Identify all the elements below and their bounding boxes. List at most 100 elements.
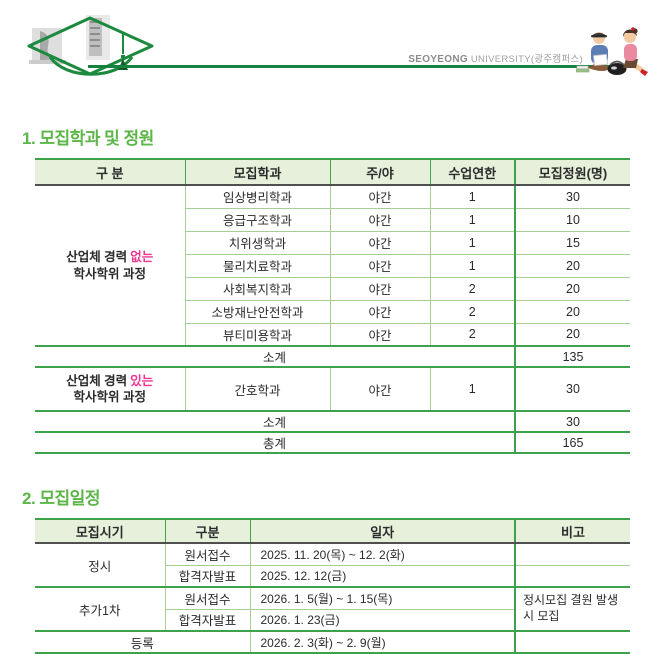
type-cell: 합격자발표	[165, 564, 251, 588]
subtotal-label: 소계	[35, 410, 516, 433]
dept-cell: 사회복지학과	[185, 276, 331, 301]
time-cell: 야간	[329, 366, 431, 412]
note-cell	[514, 564, 630, 588]
years-cell: 1	[429, 253, 516, 278]
years-cell: 1	[429, 230, 516, 255]
quota-cell: 20	[514, 253, 630, 278]
male-student-figure	[588, 32, 610, 71]
statue-photo	[29, 28, 66, 64]
section-admission-schedule: 2. 모집일정 모집시기 구분 일자 비고 정시 원서접수 2025. 11. …	[0, 484, 653, 654]
table-header-row: 구 분 모집학과 주/야 수업연한 모집정원(명)	[35, 158, 630, 186]
university-name-bold: SEOYEONG	[408, 54, 468, 65]
time-cell: 야간	[329, 184, 431, 209]
type-cell: 원서접수	[164, 586, 251, 610]
subtotal-row: 소계 30	[35, 410, 630, 433]
years-cell: 1	[429, 207, 516, 232]
col-header-department: 모집학과	[184, 158, 331, 186]
dept-cell: 응급구조학과	[185, 207, 331, 232]
years-cell: 2	[429, 322, 516, 347]
date-cell: 2026. 1. 5(월) ~ 1. 15(목)	[249, 586, 516, 610]
time-cell: 야간	[329, 299, 431, 324]
time-cell: 야간	[329, 230, 431, 255]
date-cell: 2026. 2. 3(화) ~ 2. 9(월)	[249, 630, 516, 654]
total-row: 총계 165	[35, 431, 630, 454]
col-header-period: 모집시기	[35, 518, 166, 544]
total-label: 총계	[35, 431, 516, 454]
col-header-years: 수업연한	[429, 158, 516, 186]
table-row: 합격자발표 2026. 1. 23(금)	[35, 608, 630, 632]
dept-cell: 임상병리학과	[184, 184, 331, 209]
time-cell: 야간	[329, 276, 431, 301]
col-header-daynight: 주/야	[329, 158, 431, 186]
time-cell: 야간	[329, 322, 431, 347]
group-label-text: 산업체 경력	[66, 250, 128, 265]
note-cell	[514, 630, 630, 654]
subtotal-row: 소계 135	[35, 345, 630, 368]
dept-cell: 치위생학과	[185, 230, 331, 255]
col-header-date: 일자	[249, 518, 516, 544]
date-cell: 2025. 11. 20(목) ~ 12. 2(화)	[249, 542, 516, 566]
admission-schedule-table: 모집시기 구분 일자 비고 정시 원서접수 2025. 11. 20(목) ~ …	[35, 518, 630, 654]
table-row: 합격자발표 2025. 12. 12(금)	[35, 564, 630, 588]
section-1-title: 1. 모집학과 및 정원	[22, 129, 154, 148]
header-rule	[88, 65, 637, 68]
table-row: 산업체 경력 있는 학사학위 과정 간호학과 야간 1 30	[35, 366, 630, 412]
date-cell: 2025. 12. 12(금)	[249, 564, 516, 588]
years-cell: 2	[429, 299, 516, 324]
time-cell: 야간	[329, 207, 431, 232]
subtotal-label: 소계	[35, 345, 516, 368]
period-cell: 추가1차	[35, 586, 166, 632]
years-cell: 1	[429, 366, 516, 412]
quota-cell: 20	[514, 276, 630, 301]
quota-cell: 15	[514, 230, 630, 255]
quota-cell: 30	[514, 184, 630, 209]
table-row: 소방재난안전학과 야간 2 20	[35, 299, 630, 324]
table-row: 산업체 경력 없는 학사학위 과정 임상병리학과 야간 1 30	[35, 184, 630, 347]
dept-cell: 소방재난안전학과	[185, 299, 331, 324]
group-label-with-experience: 산업체 경력 있는 학사학위 과정	[35, 366, 186, 412]
section-admission-quota: 1. 모집학과 및 정원 구 분 모집학과 주/야 수업연한 모집정원(명) 산…	[0, 124, 653, 454]
subtotal-value: 30	[514, 410, 630, 433]
col-header-type: 구분	[164, 518, 251, 544]
period-cell: 정시	[35, 542, 166, 588]
bag-icon	[607, 60, 627, 75]
table-row: 뷰티미용학과 야간 2 20	[35, 322, 630, 347]
subtotal-value: 135	[514, 345, 630, 368]
note-cell	[514, 542, 630, 566]
years-cell: 2	[429, 276, 516, 301]
table-row: 등록 2026. 2. 3(화) ~ 2. 9(월)	[35, 630, 630, 654]
date-cell: 2026. 1. 23(금)	[249, 608, 515, 632]
dept-cell: 간호학과	[184, 366, 331, 412]
dept-cell: 물리치료학과	[185, 253, 331, 278]
group-label-no-experience: 산업체 경력 없는 학사학위 과정	[35, 184, 186, 347]
quota-cell: 20	[514, 299, 630, 324]
books-icon	[576, 65, 590, 73]
table-row: 물리치료학과 야간 1 20	[35, 253, 630, 278]
col-header-quota: 모집정원(명)	[514, 158, 630, 186]
female-student-figure	[622, 27, 648, 76]
page-header: SEOYEONG UNIVERSITY(광주캠퍼스)	[0, 0, 653, 100]
col-header-note: 비고	[514, 518, 630, 544]
group-label-text: 산업체 경력	[66, 373, 128, 388]
group-label-text2: 학사학위 과정	[73, 266, 146, 281]
table-row: 치위생학과 야간 1 15	[35, 230, 630, 255]
note-cell: 정시모집 결원 발생 시 모집	[514, 586, 630, 632]
quota-cell: 30	[514, 366, 630, 412]
university-name: SEOYEONG UNIVERSITY(광주캠퍼스)	[408, 51, 583, 65]
university-name-rest: UNIVERSITY(광주캠퍼스)	[467, 54, 583, 65]
years-cell: 1	[429, 184, 516, 209]
students-illustration	[576, 27, 648, 76]
type-cell: 합격자발표	[165, 608, 251, 632]
table-header-row: 모집시기 구분 일자 비고	[35, 518, 630, 544]
table-row: 추가1차 원서접수 2026. 1. 5(월) ~ 1. 15(목) 정시모집 …	[35, 586, 630, 632]
group-label-highlight: 있는	[130, 373, 154, 388]
group-label-text2: 학사학위 과정	[73, 390, 146, 404]
admission-quota-table: 구 분 모집학과 주/야 수업연한 모집정원(명) 산업체 경력 없는 학사학위 …	[35, 158, 630, 454]
section-2-title: 2. 모집일정	[22, 489, 100, 508]
dept-cell: 뷰티미용학과	[185, 322, 331, 347]
group-label-highlight: 없는	[130, 250, 154, 265]
table-row: 응급구조학과 야간 1 10	[35, 207, 630, 232]
quota-cell: 20	[514, 322, 630, 347]
total-value: 165	[514, 431, 630, 454]
